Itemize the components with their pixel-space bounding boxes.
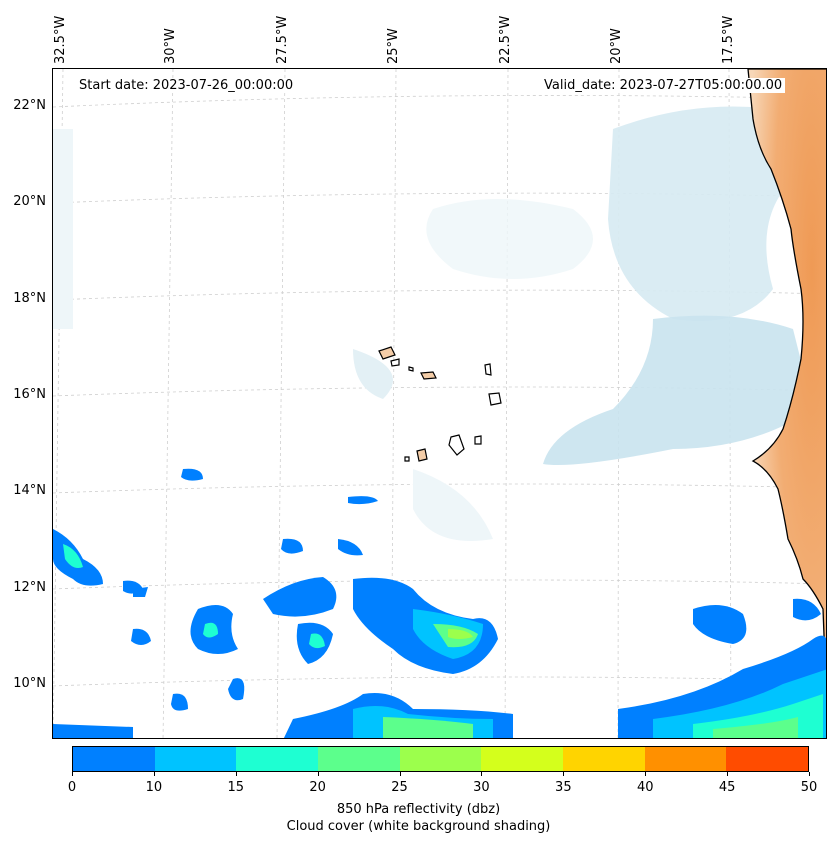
latitude-label: 18°N bbox=[13, 291, 46, 306]
latitude-label: 20°N bbox=[13, 194, 46, 209]
colorbar-segment bbox=[563, 747, 645, 771]
longitude-label: 17.5°W bbox=[721, 4, 738, 64]
reflectivity-cells bbox=[53, 468, 826, 738]
colorbar-label: 850 hPa reflectivity (dbz) bbox=[336, 802, 501, 817]
latitude-label: 16°N bbox=[13, 387, 46, 402]
cloud-cover-shading bbox=[53, 106, 813, 541]
colorbar-segment bbox=[644, 747, 727, 771]
longitude-label-text: 30°W bbox=[163, 28, 178, 64]
colorbar-sublabel: Cloud cover (white background shading) bbox=[286, 819, 551, 834]
colorbar-segment bbox=[318, 747, 400, 771]
africa-landmass bbox=[747, 69, 826, 705]
colorbar-tickmark bbox=[727, 772, 729, 776]
colorbar-tickmark bbox=[563, 772, 565, 776]
longitude-label: 27.5°W bbox=[275, 4, 292, 64]
colorbar-tick-label: 50 bbox=[800, 780, 818, 795]
longitude-label-text: 25°W bbox=[386, 28, 401, 64]
colorbar-tickmark bbox=[235, 772, 237, 776]
colorbar-segment bbox=[236, 747, 319, 771]
colorbar-tickmark bbox=[399, 772, 401, 776]
colorbar-tick-label: 15 bbox=[227, 780, 245, 795]
reflectivity-colorbar bbox=[72, 746, 809, 772]
latitude-label: 14°N bbox=[13, 483, 46, 498]
longitude-label-text: 22.5°W bbox=[498, 15, 513, 64]
colorbar-tick-label: 10 bbox=[145, 780, 163, 795]
colorbar-tick-label: 35 bbox=[555, 780, 572, 795]
colorbar-tickmark bbox=[645, 772, 647, 776]
colorbar-tickmark bbox=[72, 772, 73, 776]
start-date-label: Start date: 2023-07-26_00:00:00 bbox=[76, 78, 297, 93]
longitude-label-text: 27.5°W bbox=[275, 15, 290, 64]
colorbar-segment bbox=[481, 747, 564, 771]
colorbar-tickmark bbox=[317, 772, 319, 776]
colorbar-tickmark bbox=[809, 772, 810, 776]
longitude-label: 25°W bbox=[386, 4, 403, 64]
colorbar-tick-label: 40 bbox=[636, 780, 654, 795]
latitude-label: 22°N bbox=[13, 98, 46, 113]
colorbar-segment bbox=[154, 747, 237, 771]
colorbar-tickmark bbox=[481, 772, 483, 776]
colorbar-tickmark bbox=[153, 772, 155, 776]
map-canvas bbox=[53, 69, 826, 738]
colorbar-segment bbox=[726, 747, 809, 771]
colorbar-segment bbox=[399, 747, 482, 771]
longitude-label: 22.5°W bbox=[498, 4, 515, 64]
longitude-label: 20°W bbox=[609, 4, 626, 64]
colorbar-tick-label: 0 bbox=[67, 780, 77, 795]
longitude-label: 30°W bbox=[163, 4, 180, 64]
cape-verde-islands bbox=[378, 346, 502, 462]
colorbar-tick-label: 30 bbox=[473, 780, 490, 795]
map-panel bbox=[52, 68, 827, 739]
colorbar-segment bbox=[73, 747, 155, 771]
latitude-label: 10°N bbox=[13, 676, 46, 691]
valid-date-label: Valid_date: 2023-07-27T05:00:00.00 bbox=[541, 78, 786, 93]
longitude-label: 32.5°W bbox=[53, 4, 70, 64]
latitude-label: 12°N bbox=[13, 580, 46, 595]
colorbar-tick-label: 45 bbox=[718, 780, 736, 795]
longitude-label-text: 20°W bbox=[609, 28, 624, 64]
colorbar-tick-label: 25 bbox=[391, 780, 408, 795]
longitude-label-text: 17.5°W bbox=[721, 15, 736, 64]
colorbar-tick-label: 20 bbox=[309, 780, 326, 795]
longitude-label-text: 32.5°W bbox=[53, 15, 68, 64]
